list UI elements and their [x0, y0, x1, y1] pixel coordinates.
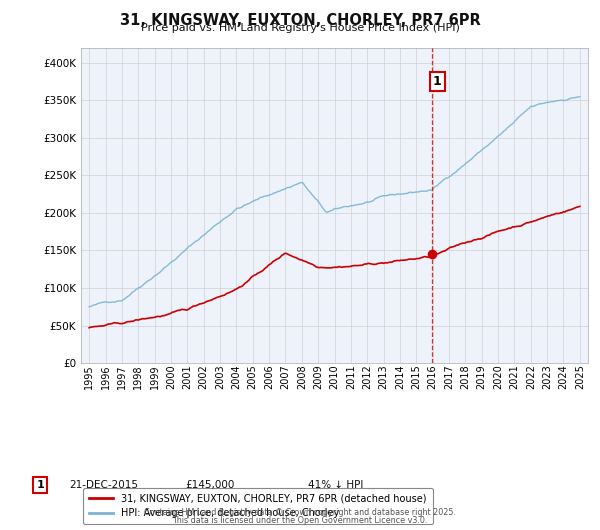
Text: 21-DEC-2015: 21-DEC-2015	[69, 480, 138, 490]
Text: This data is licensed under the Open Government Licence v3.0.: This data is licensed under the Open Gov…	[172, 516, 428, 525]
Text: 1: 1	[37, 480, 44, 490]
Text: £145,000: £145,000	[185, 480, 235, 490]
Text: Price paid vs. HM Land Registry's House Price Index (HPI): Price paid vs. HM Land Registry's House …	[140, 23, 460, 33]
Legend: 31, KINGSWAY, EUXTON, CHORLEY, PR7 6PR (detached house), HPI: Average price, det: 31, KINGSWAY, EUXTON, CHORLEY, PR7 6PR (…	[83, 488, 433, 524]
Text: 31, KINGSWAY, EUXTON, CHORLEY, PR7 6PR: 31, KINGSWAY, EUXTON, CHORLEY, PR7 6PR	[119, 13, 481, 28]
Point	[427, 250, 437, 259]
Text: Contains HM Land Registry data © Crown copyright and database right 2025.: Contains HM Land Registry data © Crown c…	[144, 508, 456, 517]
Text: 41% ↓ HPI: 41% ↓ HPI	[308, 480, 364, 490]
Text: 1: 1	[433, 75, 442, 88]
